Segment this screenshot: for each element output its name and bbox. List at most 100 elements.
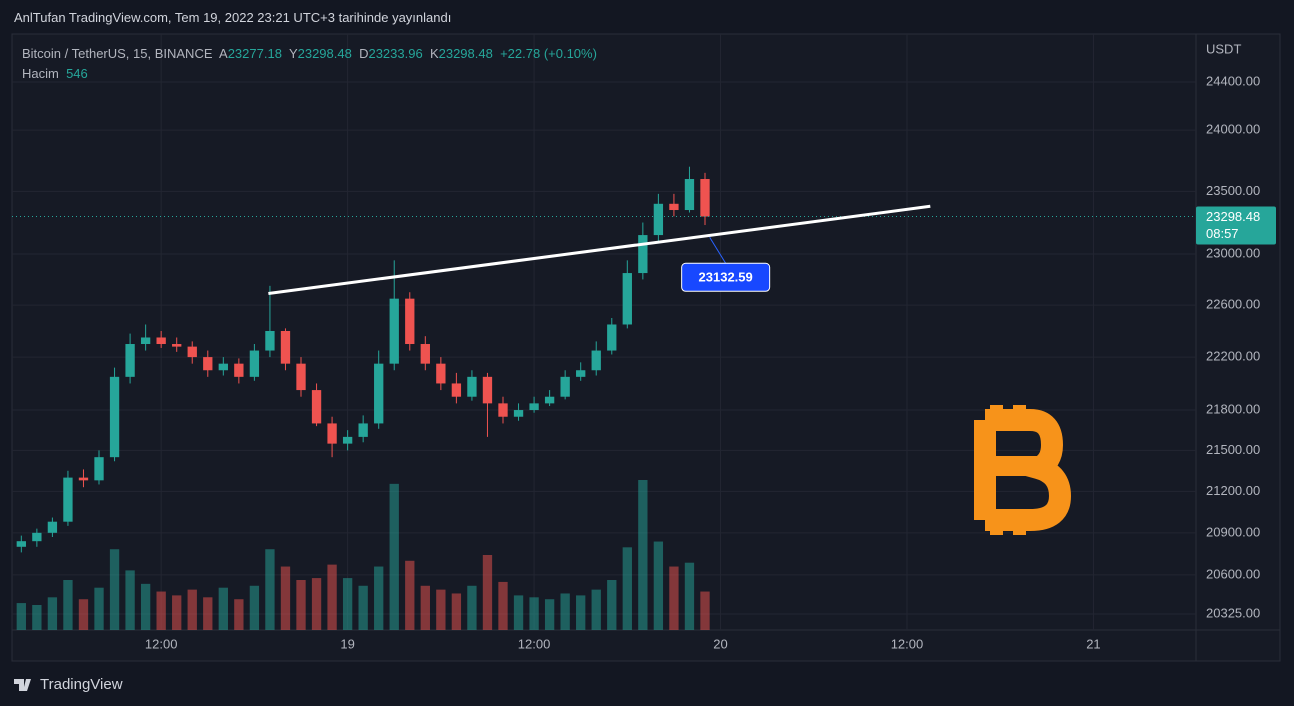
volume-bar: [622, 547, 632, 630]
volume-label: Hacim: [22, 66, 59, 81]
volume-bar: [296, 580, 306, 630]
volume-bar: [513, 595, 524, 630]
candle-body: [16, 541, 26, 547]
candle-body: [342, 436, 353, 444]
volume-bar: [607, 580, 617, 630]
candle-body: [700, 179, 710, 217]
y-tick-label: 21500.00: [1206, 442, 1260, 457]
y-tick-label: 20325.00: [1206, 605, 1260, 620]
candle-body: [63, 477, 73, 522]
volume-bar: [140, 583, 151, 630]
volume-bar: [234, 599, 244, 630]
ohlc-value: 23277.18: [227, 46, 282, 61]
candle-body: [280, 330, 291, 364]
ohlc-value: 23298.48: [438, 46, 493, 61]
volume-bar: [669, 566, 679, 630]
y-tick-label: 24000.00: [1206, 122, 1260, 137]
countdown: 08:57: [1206, 226, 1239, 241]
volume-bar: [591, 589, 601, 630]
ohlc-label: Y: [288, 46, 298, 61]
volume-bar: [389, 483, 399, 630]
candle-body: [653, 203, 664, 236]
volume-bar: [109, 549, 120, 630]
ohlc-value: 23298.48: [297, 46, 352, 61]
candle-body: [94, 457, 104, 481]
candle-body: [638, 235, 648, 274]
candle-body: [607, 324, 617, 351]
candle-body: [436, 363, 446, 384]
volume-bar: [280, 566, 291, 630]
candle-body: [32, 532, 42, 542]
volume-bar: [172, 595, 182, 630]
volume-bar: [78, 599, 89, 630]
change: +22.78 (+0.10%): [500, 46, 597, 61]
candle-body: [482, 376, 493, 404]
bitcoin-logo: [974, 405, 1072, 535]
candle-body: [591, 350, 601, 371]
volume-value: 546: [66, 66, 88, 81]
volume-bar: [684, 562, 695, 630]
callout-label: 23132.59: [699, 270, 753, 285]
x-tick-label: 12:00: [891, 636, 924, 651]
y-tick-label: 22600.00: [1206, 297, 1260, 312]
candle-body: [420, 344, 430, 364]
candle-body: [203, 357, 213, 371]
volume-bar: [405, 560, 415, 630]
candle-body: [296, 363, 306, 391]
legend: Bitcoin / TetherUS, 15, BINANCE A23277.1…: [22, 46, 597, 61]
candle-body: [451, 383, 462, 397]
symbol: Bitcoin / TetherUS, 15, BINANCE: [22, 46, 213, 61]
ohlc-label: K: [429, 46, 439, 61]
candle-body: [234, 363, 244, 377]
volume-bar: [32, 605, 42, 630]
y-tick-label: 21200.00: [1206, 483, 1260, 498]
candle-body: [172, 344, 182, 347]
volume-bar: [47, 597, 58, 630]
volume-bar: [156, 591, 166, 630]
volume-bar: [529, 597, 539, 630]
candle-body: [669, 203, 679, 211]
volume-bar: [16, 603, 26, 630]
volume-bar: [700, 591, 710, 630]
candle-body: [218, 363, 228, 371]
volume-bar: [187, 589, 197, 630]
x-tick-label: 12:00: [518, 636, 551, 651]
volume-legend: Hacim 546: [22, 66, 88, 81]
volume-bar: [467, 585, 477, 630]
volume-bar: [576, 595, 586, 630]
brand: TradingView: [40, 676, 123, 693]
candle-body: [622, 273, 632, 325]
y-tick-label: 20600.00: [1206, 566, 1260, 581]
candle-body: [467, 376, 477, 397]
candle-body: [560, 376, 570, 397]
volume-bar: [638, 480, 648, 630]
candle-body: [684, 179, 695, 211]
volume-bar: [358, 585, 368, 630]
volume-bar: [203, 597, 213, 630]
candle-body: [327, 423, 337, 444]
volume-bar: [265, 549, 275, 630]
price-label: 23298.48: [1206, 209, 1260, 224]
volume-bar: [420, 585, 430, 630]
x-tick-label: 12:00: [145, 636, 178, 651]
candle-body: [125, 344, 135, 377]
ohlc-label: D: [359, 46, 369, 61]
tv-logo: [14, 679, 31, 691]
y-tick-label: 23500.00: [1206, 183, 1260, 198]
volume-bar: [311, 578, 322, 630]
callout-box: [681, 262, 771, 292]
candle-body: [156, 337, 166, 345]
volume-bar: [327, 564, 337, 630]
price-tag: [1196, 206, 1276, 245]
x-tick-label: 21: [1086, 636, 1100, 651]
volume-bar: [436, 589, 446, 630]
volume-bar: [653, 541, 664, 630]
candle-body: [576, 370, 586, 377]
volume-bar: [125, 570, 135, 630]
candle-body: [47, 521, 58, 533]
trend-line: [268, 204, 931, 296]
volume-bar: [63, 580, 73, 630]
candle-body: [78, 477, 89, 481]
candle-body: [389, 298, 399, 364]
